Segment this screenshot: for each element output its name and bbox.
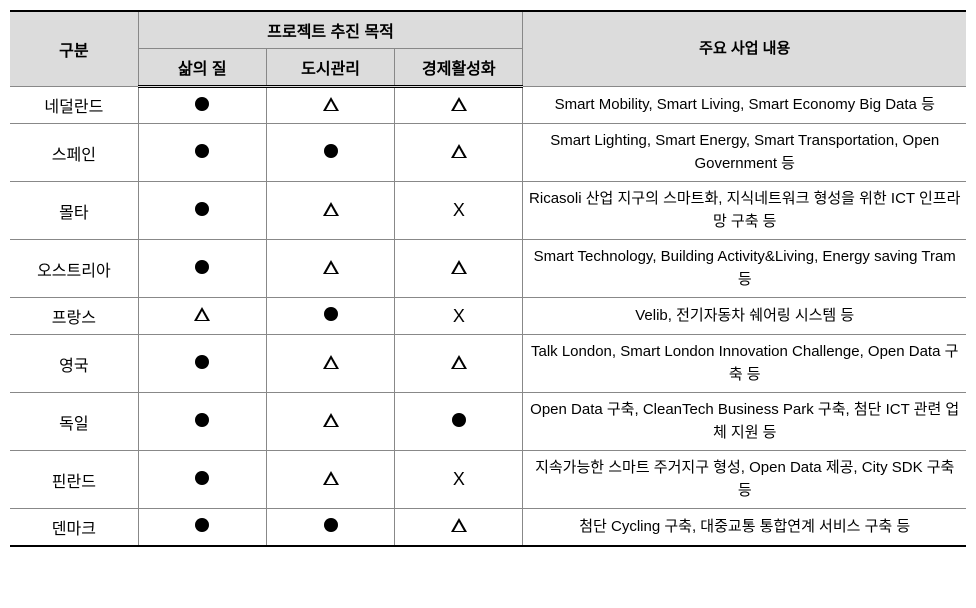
circle-icon bbox=[195, 355, 209, 369]
cell-country: 오스트리아 bbox=[10, 240, 138, 298]
cell-country: 영국 bbox=[10, 335, 138, 393]
cell-content: Talk London, Smart London Innovation Cha… bbox=[523, 335, 966, 393]
triangle-icon bbox=[451, 260, 467, 274]
cell-quality bbox=[138, 87, 266, 124]
cell-economy bbox=[395, 335, 523, 393]
cell-country: 독일 bbox=[10, 393, 138, 451]
table-row: 영국 Talk London, Smart London Innovation … bbox=[10, 335, 966, 393]
table-row: 프랑스 X Velib, 전기자동차 쉐어링 시스템 등 bbox=[10, 298, 966, 335]
triangle-icon bbox=[194, 307, 210, 321]
cell-city bbox=[266, 298, 394, 335]
triangle-icon bbox=[323, 413, 339, 427]
header-content: 주요 사업 내용 bbox=[523, 11, 966, 87]
cell-economy bbox=[395, 393, 523, 451]
cell-content: Smart Lighting, Smart Energy, Smart Tran… bbox=[523, 124, 966, 182]
triangle-icon bbox=[323, 355, 339, 369]
cell-country: 프랑스 bbox=[10, 298, 138, 335]
triangle-icon bbox=[323, 471, 339, 485]
circle-icon bbox=[195, 471, 209, 485]
circle-icon bbox=[195, 260, 209, 274]
cell-city bbox=[266, 335, 394, 393]
cell-country: 핀란드 bbox=[10, 451, 138, 509]
triangle-icon bbox=[323, 97, 339, 111]
cell-country: 덴마크 bbox=[10, 509, 138, 547]
cell-economy bbox=[395, 87, 523, 124]
cell-quality bbox=[138, 298, 266, 335]
cell-city bbox=[266, 87, 394, 124]
cell-city bbox=[266, 240, 394, 298]
cell-city bbox=[266, 451, 394, 509]
cell-economy bbox=[395, 240, 523, 298]
cell-quality bbox=[138, 124, 266, 182]
triangle-icon bbox=[451, 144, 467, 158]
header-category: 구분 bbox=[10, 11, 138, 87]
cell-economy bbox=[395, 509, 523, 547]
table-row: 핀란드 X 지속가능한 스마트 주거지구 형성, Open Data 제공, C… bbox=[10, 451, 966, 509]
circle-icon bbox=[324, 307, 338, 321]
table-row: 몰타 X Ricasoli 산업 지구의 스마트화, 지식네트워크 형성을 위한… bbox=[10, 182, 966, 240]
header-purpose-group: 프로젝트 추진 목적 bbox=[138, 11, 523, 49]
triangle-icon bbox=[451, 355, 467, 369]
cell-country: 네덜란드 bbox=[10, 87, 138, 124]
circle-icon bbox=[195, 144, 209, 158]
x-icon: X bbox=[453, 200, 465, 220]
x-icon: X bbox=[453, 306, 465, 326]
triangle-icon bbox=[323, 202, 339, 216]
cell-content: Open Data 구축, CleanTech Business Park 구축… bbox=[523, 393, 966, 451]
cell-quality bbox=[138, 451, 266, 509]
circle-icon bbox=[324, 518, 338, 532]
cell-city bbox=[266, 124, 394, 182]
triangle-icon bbox=[451, 518, 467, 532]
circle-icon bbox=[324, 144, 338, 158]
cell-content: Smart Mobility, Smart Living, Smart Econ… bbox=[523, 87, 966, 124]
cell-economy: X bbox=[395, 298, 523, 335]
table-row: 스페인 Smart Lighting, Smart Energy, Smart … bbox=[10, 124, 966, 182]
cell-content: Ricasoli 산업 지구의 스마트화, 지식네트워크 형성을 위한 ICT … bbox=[523, 182, 966, 240]
circle-icon bbox=[195, 413, 209, 427]
table-row: 네덜란드 Smart Mobility, Smart Living, Smart… bbox=[10, 87, 966, 124]
cell-quality bbox=[138, 182, 266, 240]
cell-quality bbox=[138, 240, 266, 298]
cell-content: 지속가능한 스마트 주거지구 형성, Open Data 제공, City SD… bbox=[523, 451, 966, 509]
cell-city bbox=[266, 509, 394, 547]
cell-economy: X bbox=[395, 451, 523, 509]
circle-icon bbox=[195, 518, 209, 532]
circle-icon bbox=[195, 97, 209, 111]
header-quality: 삶의 질 bbox=[138, 49, 266, 87]
header-row-1: 구분 프로젝트 추진 목적 주요 사업 내용 bbox=[10, 11, 966, 49]
header-city: 도시관리 bbox=[266, 49, 394, 87]
cell-quality bbox=[138, 509, 266, 547]
triangle-icon bbox=[451, 97, 467, 111]
cell-city bbox=[266, 182, 394, 240]
table-row: 독일 Open Data 구축, CleanTech Business Park… bbox=[10, 393, 966, 451]
cell-economy bbox=[395, 124, 523, 182]
cell-content: Smart Technology, Building Activity&Livi… bbox=[523, 240, 966, 298]
cell-quality bbox=[138, 393, 266, 451]
cell-quality bbox=[138, 335, 266, 393]
table-row: 덴마크 첨단 Cycling 구축, 대중교통 통합연계 서비스 구축 등 bbox=[10, 509, 966, 547]
x-icon: X bbox=[453, 469, 465, 489]
header-economy: 경제활성화 bbox=[395, 49, 523, 87]
table-row: 오스트리아 Smart Technology, Building Activit… bbox=[10, 240, 966, 298]
circle-icon bbox=[195, 202, 209, 216]
cell-city bbox=[266, 393, 394, 451]
cell-economy: X bbox=[395, 182, 523, 240]
cell-country: 스페인 bbox=[10, 124, 138, 182]
circle-icon bbox=[452, 413, 466, 427]
smart-city-table: 구분 프로젝트 추진 목적 주요 사업 내용 삶의 질 도시관리 경제활성화 네… bbox=[10, 10, 966, 547]
cell-content: Velib, 전기자동차 쉐어링 시스템 등 bbox=[523, 298, 966, 335]
triangle-icon bbox=[323, 260, 339, 274]
cell-country: 몰타 bbox=[10, 182, 138, 240]
cell-content: 첨단 Cycling 구축, 대중교통 통합연계 서비스 구축 등 bbox=[523, 509, 966, 547]
